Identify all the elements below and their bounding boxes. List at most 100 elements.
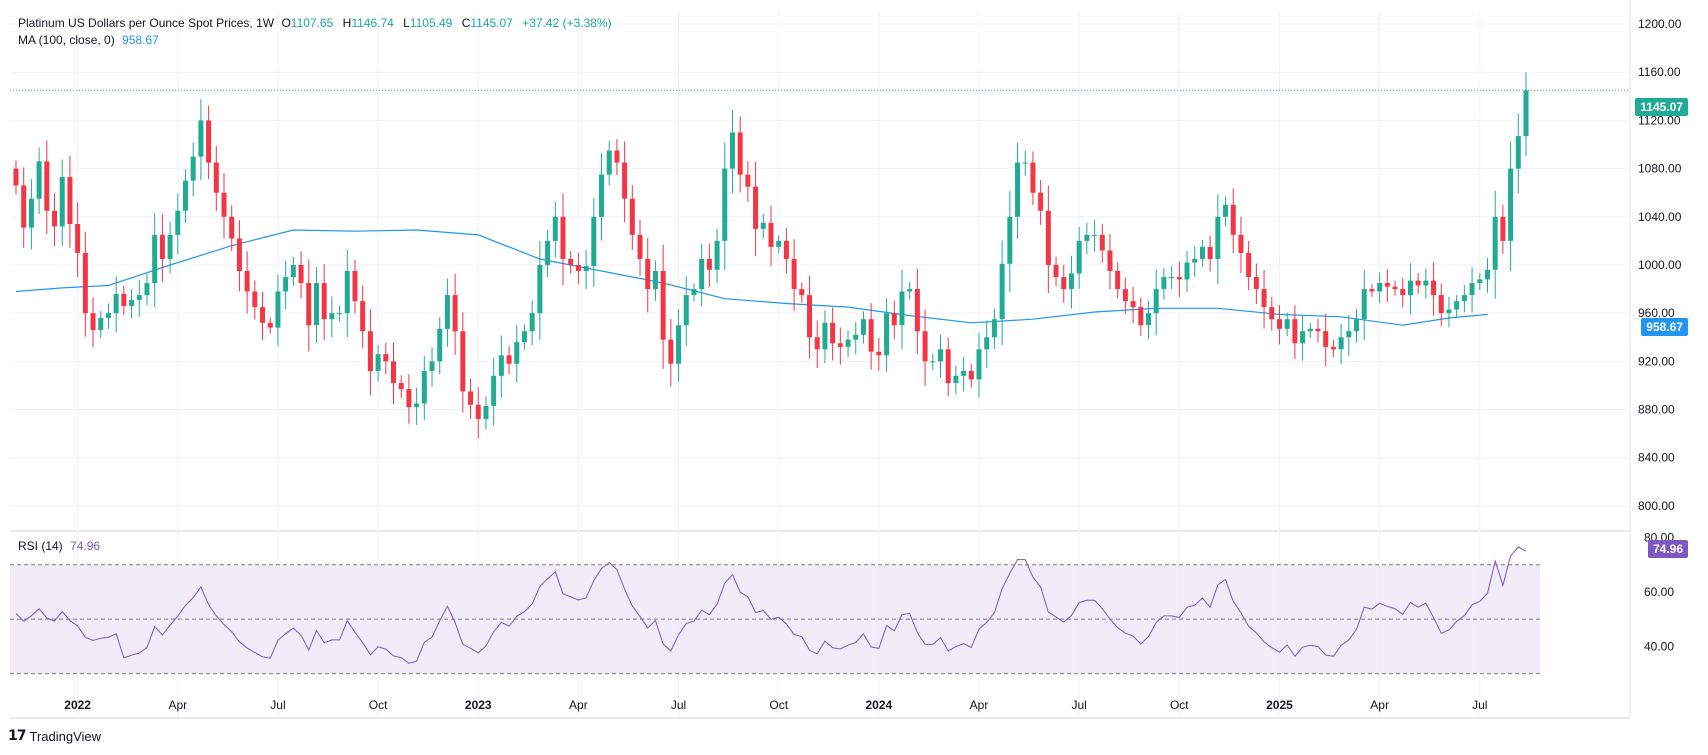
candle-body bbox=[1307, 328, 1313, 332]
rsi-band bbox=[10, 564, 1540, 675]
candle-body bbox=[475, 404, 481, 420]
candle-body bbox=[1215, 216, 1221, 259]
time-tick-label: Apr bbox=[569, 698, 588, 712]
time-tick-label: Oct bbox=[769, 698, 788, 712]
time-tick-label: 2024 bbox=[866, 698, 893, 712]
candle-body bbox=[44, 161, 50, 211]
time-axis[interactable]: 2022 Apr Jul Oct 2023 Apr Jul Oct 2024 Apr Jul Oct 2… bbox=[64, 698, 1487, 712]
ma-legend[interactable]: MA (100, close, 0) 958.67 bbox=[18, 33, 163, 47]
candle-body bbox=[1161, 277, 1167, 290]
candle-body bbox=[953, 375, 959, 384]
candle-body bbox=[1045, 210, 1051, 265]
candle-body bbox=[1122, 289, 1128, 302]
candle-body bbox=[321, 283, 327, 320]
time-tick-label: Jul bbox=[671, 698, 686, 712]
candle-body bbox=[1230, 204, 1236, 235]
candle-body bbox=[1092, 234, 1098, 236]
candle-body bbox=[745, 174, 751, 187]
candle-body bbox=[899, 291, 905, 326]
candle-body bbox=[945, 349, 951, 384]
candle-body bbox=[144, 283, 150, 296]
candle-body bbox=[1169, 277, 1175, 279]
candle-body bbox=[760, 222, 766, 229]
candle-body bbox=[421, 370, 427, 404]
time-tick-label: Jul bbox=[270, 698, 285, 712]
candle-body bbox=[437, 328, 443, 362]
candle-body bbox=[545, 240, 551, 265]
candle-body bbox=[267, 322, 273, 328]
candle-body bbox=[298, 264, 304, 284]
candle-body bbox=[252, 291, 258, 308]
candle-body bbox=[1207, 246, 1213, 259]
candle-body bbox=[937, 349, 943, 362]
candle-body bbox=[398, 383, 404, 390]
low-value: 1105.49 bbox=[409, 16, 453, 30]
candle-body bbox=[260, 307, 266, 323]
open-value: 1107.65 bbox=[290, 16, 334, 30]
price-tick-label: 840.00 bbox=[1638, 451, 1675, 465]
candle-body bbox=[1330, 346, 1336, 350]
candle-body bbox=[729, 132, 735, 169]
candle-body bbox=[236, 238, 242, 271]
candle-body bbox=[999, 263, 1005, 320]
candle-body bbox=[483, 405, 489, 420]
candle-body bbox=[1253, 277, 1259, 290]
candle-body bbox=[182, 180, 188, 211]
candle-body bbox=[984, 337, 990, 350]
tv-logo-icon: 17 bbox=[8, 728, 27, 744]
candle-body bbox=[1146, 313, 1151, 326]
candle-body bbox=[1346, 331, 1352, 338]
candle-body bbox=[491, 375, 497, 406]
candle-body bbox=[1300, 331, 1306, 344]
candle-body bbox=[1354, 319, 1360, 332]
time-tick-label: 2025 bbox=[1266, 698, 1293, 712]
candle-body bbox=[868, 319, 874, 352]
price-legend: Platinum US Dollars per Ounce Spot Price… bbox=[18, 16, 616, 30]
candle-body bbox=[337, 313, 343, 315]
candle-body bbox=[1099, 234, 1105, 251]
close-value: 1145.07 bbox=[470, 16, 513, 30]
candle-body bbox=[152, 234, 158, 284]
price-tick-label: 1000.00 bbox=[1638, 258, 1682, 272]
candle-body bbox=[1407, 280, 1413, 296]
high-value: 1146.74 bbox=[351, 16, 394, 30]
ma-line-group bbox=[15, 229, 1488, 326]
change-value: +37.42 (+3.38%) bbox=[522, 16, 612, 30]
candle-body bbox=[13, 168, 19, 186]
tradingview-logo[interactable]: 17 TradingView bbox=[8, 728, 101, 744]
candle-body bbox=[28, 198, 34, 228]
candle-body bbox=[452, 295, 458, 332]
candle-body bbox=[668, 339, 674, 364]
candle-body bbox=[552, 216, 558, 241]
rsi-legend[interactable]: RSI (14) 74.96 bbox=[18, 539, 104, 553]
candle-body bbox=[1238, 234, 1244, 253]
candle-body bbox=[591, 216, 597, 267]
candle-body bbox=[845, 339, 851, 347]
candle-body bbox=[537, 264, 543, 314]
candle-body bbox=[860, 319, 866, 335]
symbol-title[interactable]: Platinum US Dollars per Ounce Spot Price… bbox=[18, 16, 275, 30]
candle-body bbox=[1176, 277, 1182, 280]
candle-body bbox=[506, 355, 512, 364]
candle-body bbox=[198, 120, 204, 157]
candle-body bbox=[976, 349, 982, 380]
candle-body bbox=[768, 222, 774, 247]
candle-body bbox=[1107, 250, 1113, 271]
candle-body bbox=[853, 334, 859, 340]
candle-body bbox=[1361, 289, 1367, 320]
candle-body bbox=[1030, 162, 1036, 193]
candle-body bbox=[1015, 162, 1021, 217]
price-tick-label: 1160.00 bbox=[1638, 65, 1681, 79]
candle-body bbox=[1223, 204, 1229, 217]
high-label: H bbox=[342, 16, 352, 30]
candle-body bbox=[560, 216, 566, 259]
candle-body bbox=[1384, 283, 1390, 287]
candle-body bbox=[360, 301, 366, 332]
candle-body bbox=[221, 192, 227, 217]
candle-body bbox=[98, 317, 104, 331]
candle-body bbox=[753, 186, 759, 229]
candle-body bbox=[36, 161, 42, 199]
candle-body bbox=[575, 264, 581, 271]
candle-body bbox=[837, 343, 843, 347]
